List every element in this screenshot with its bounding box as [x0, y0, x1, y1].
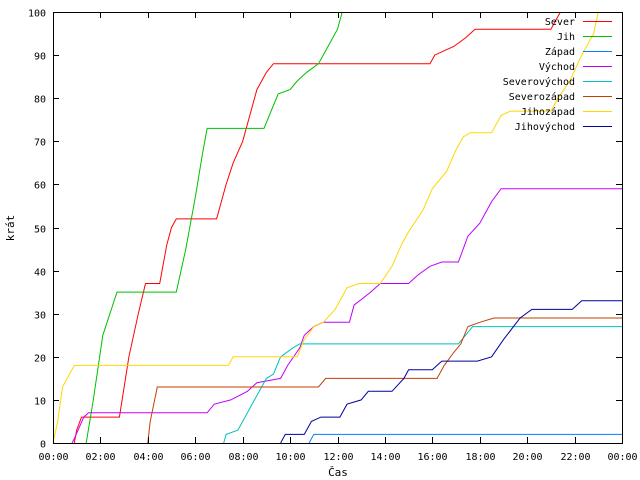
- x-tick-label: 00:00: [38, 452, 68, 463]
- legend-label: Sever: [545, 17, 575, 28]
- series-line-1: [85, 11, 343, 444]
- x-tick-label: 22:00: [560, 452, 590, 463]
- series-line-2: [308, 433, 622, 444]
- x-tick-label: 20:00: [512, 452, 542, 463]
- legend: Sever Jih Západ Východ Severovýchod Severozáp…: [503, 17, 612, 133]
- legend-label: Západ: [545, 46, 575, 58]
- legend-label: Jih: [557, 32, 575, 43]
- x-tick-label: 08:00: [228, 452, 258, 463]
- series-line-6: [52, 11, 599, 444]
- x-tick-label: 14:00: [370, 452, 400, 463]
- y-tick-label: 80: [34, 95, 46, 106]
- legend-label: Severozápad: [509, 91, 575, 103]
- y-tick-label: 30: [34, 311, 46, 322]
- legend-label: Jihozápad: [521, 106, 575, 118]
- y-tick-label: 100: [28, 9, 46, 20]
- legend-label: Jihovýchod: [515, 121, 575, 133]
- y-tick-label: 50: [34, 225, 46, 236]
- x-tick-label: 16:00: [417, 452, 447, 463]
- x-tick-label: 00:00: [607, 452, 637, 463]
- series-line-5: [147, 317, 622, 444]
- legend-label: Severovýchod: [503, 76, 575, 88]
- x-tick-label: 12:00: [323, 452, 353, 463]
- x-tick-label: 06:00: [180, 452, 210, 463]
- legend-label: Východ: [539, 61, 575, 73]
- y-tick-label: 90: [34, 52, 46, 63]
- x-tick-label: 18:00: [465, 452, 495, 463]
- x-tick-label: 04:00: [133, 452, 163, 463]
- x-axis: 00:00 02:00 04:00 06:00 08:00 10:00 12:00 14:00…: [38, 12, 638, 463]
- y-tick-label: 60: [34, 181, 46, 192]
- x-tick-label: 02:00: [85, 452, 115, 463]
- series-layer: [52, 11, 622, 444]
- series-line-7: [280, 300, 622, 444]
- y-tick-label: 0: [40, 440, 46, 451]
- series-line-0: [73, 11, 561, 444]
- y-axis: 0 10 20 30 40 50 60 70 80 90 100: [28, 9, 622, 451]
- y-tick-label: 20: [34, 354, 46, 365]
- x-tick-label: 10:00: [275, 452, 305, 463]
- y-axis-title: krát: [4, 215, 17, 242]
- y-tick-label: 10: [34, 397, 46, 408]
- x-axis-title: Čas: [328, 466, 348, 479]
- y-tick-label: 40: [34, 268, 46, 279]
- y-tick-label: 70: [34, 138, 46, 149]
